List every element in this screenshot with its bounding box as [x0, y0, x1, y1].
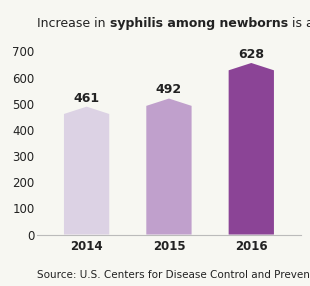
- Text: syphilis among newborns: syphilis among newborns: [110, 17, 288, 30]
- Polygon shape: [64, 107, 109, 235]
- Text: 461: 461: [73, 92, 100, 105]
- Text: is accelerating: is accelerating: [288, 17, 310, 30]
- Text: Increase in: Increase in: [37, 17, 110, 30]
- Polygon shape: [146, 99, 192, 235]
- Text: Source: U.S. Centers for Disease Control and Prevention: Source: U.S. Centers for Disease Control…: [37, 270, 310, 280]
- Text: 492: 492: [156, 84, 182, 96]
- Polygon shape: [229, 63, 274, 235]
- Text: 628: 628: [238, 48, 264, 61]
